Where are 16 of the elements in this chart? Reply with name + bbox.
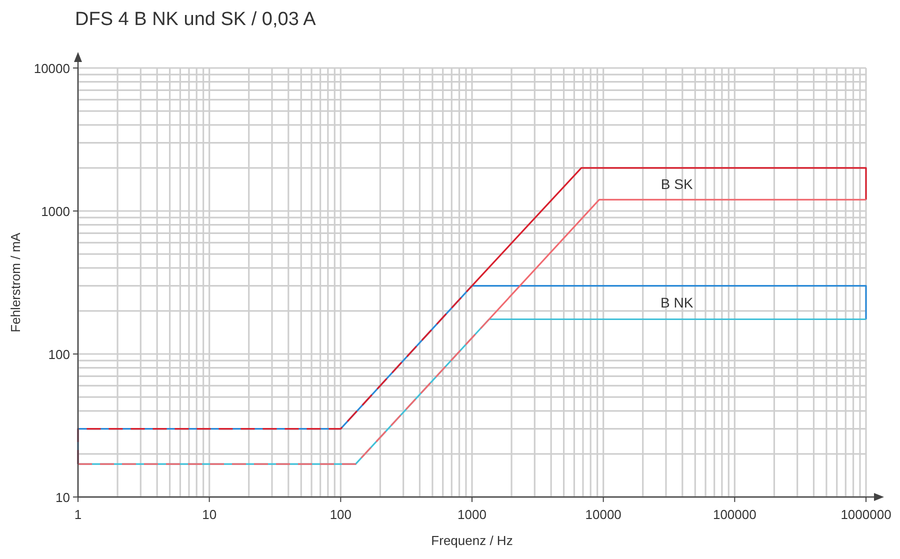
x-tick-label: 10000: [585, 507, 622, 522]
x-tick-label: 1000000: [840, 507, 892, 522]
y-tick-label: 10: [56, 490, 70, 505]
x-tick-label: 10: [202, 507, 217, 522]
x-axis-title: Frequenz / Hz: [431, 533, 513, 548]
x-tick-label: 1: [74, 507, 82, 522]
annotation: B NK: [660, 294, 694, 311]
chart-title: DFS 4 B NK und SK / 0,03 A: [75, 9, 316, 30]
x-tick-label: 1000: [458, 507, 486, 522]
y-axis-title: Fehlerstrom / mA: [8, 232, 23, 332]
x-tick-label: 100000: [712, 507, 756, 522]
y-tick-label: 10000: [34, 61, 70, 76]
x-tick-label: 100: [330, 507, 352, 522]
y-tick-label: 100: [48, 347, 70, 362]
y-tick-label: 1000: [41, 204, 70, 219]
annotation: B SK: [660, 176, 694, 192]
